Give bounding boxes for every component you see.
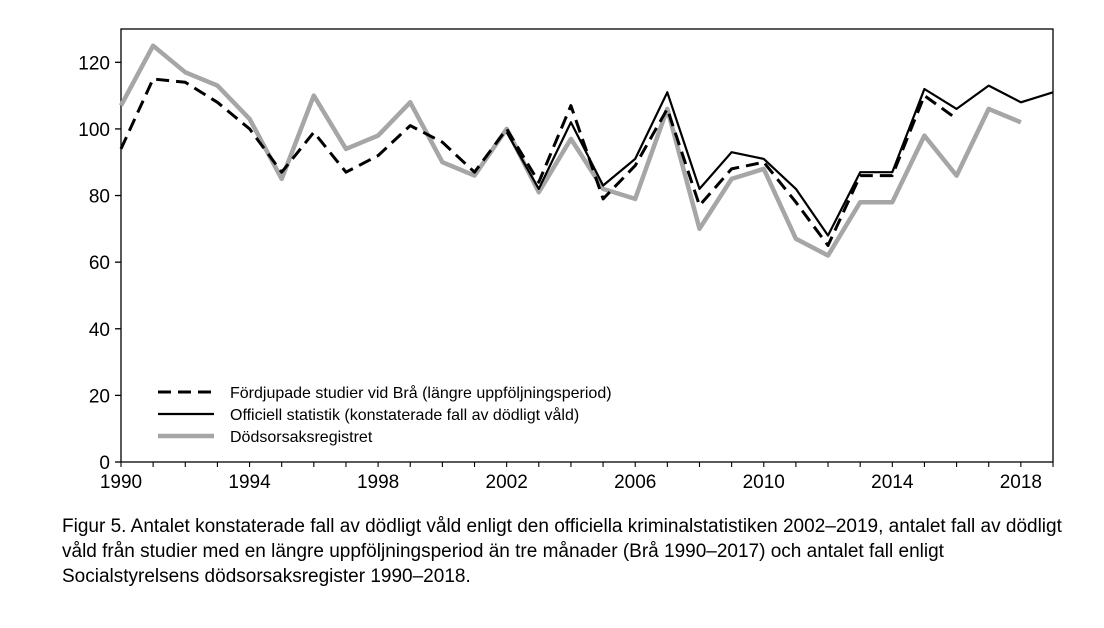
x-tick-label: 2010 (743, 472, 785, 493)
series-line-officiell-statistik (505, 84, 1054, 237)
line-chart: 0 20 40 60 80 100 120 1990 1994 1998 2002 2006 2010… (78, 28, 1054, 493)
y-axis: 0 20 40 60 80 100 120 (78, 53, 121, 474)
plot-frame (120, 28, 1054, 463)
y-tick-label: 20 (89, 386, 110, 407)
y-tick-label: 0 (99, 453, 110, 474)
legend-label-dodsorsak: Dödsorsaksregistret (230, 429, 373, 446)
x-tick-label: 1990 (100, 472, 142, 493)
legend: Fördjupade studier vid Brå (längre uppfö… (158, 384, 612, 446)
x-axis: 1990 1994 1998 2002 2006 2010 2014 2018 (100, 462, 1054, 493)
series-layer (119, 43, 1054, 258)
figure-caption: Figur 5. Antalet konstaterade fall av dö… (62, 516, 1062, 587)
legend-label-fordjupade: Fördjupade studier vid Brå (längre uppfö… (230, 384, 612, 402)
y-tick-label: 100 (78, 120, 110, 141)
x-tick-label: 2002 (486, 472, 528, 493)
series-line-dodsorsaksregistret (119, 43, 1022, 258)
x-tick-label: 2018 (1000, 472, 1042, 493)
x-tick-label: 2014 (871, 472, 914, 493)
x-tick-label: 1998 (357, 472, 399, 493)
x-tick-label: 2006 (614, 472, 656, 493)
y-tick-label: 40 (89, 320, 110, 341)
series-line-fordjupade-studier (119, 77, 958, 247)
y-tick-label: 120 (78, 53, 110, 74)
y-tick-label: 80 (89, 187, 110, 208)
x-tick-label: 1994 (228, 472, 271, 493)
y-tick-label: 60 (89, 253, 110, 274)
legend-label-officiell: Officiell statistik (konstaterade fall a… (230, 406, 579, 424)
